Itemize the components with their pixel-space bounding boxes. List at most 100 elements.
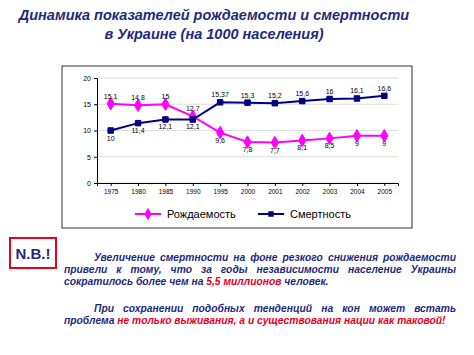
- x-tick: 2003: [323, 183, 338, 195]
- y-tick: 20: [83, 75, 97, 82]
- chart-frame: [62, 66, 412, 228]
- badge-text: N.B.!: [16, 245, 51, 262]
- y-tick-label: 0: [87, 180, 91, 187]
- y-axis-line: [94, 79, 98, 184]
- y-tick: 10: [83, 127, 97, 134]
- y-tick: 0: [87, 180, 97, 187]
- note-text: не только выживания, а и существования н…: [117, 315, 445, 326]
- x-tick-label: 1980: [131, 188, 146, 195]
- chart-svg: Динамика показателей рождаемости и смерт…: [0, 0, 474, 355]
- y-tick-label: 15: [83, 101, 91, 108]
- x-tick-mark: [357, 183, 358, 186]
- x-tick-label: 2001: [268, 188, 283, 195]
- series-marker: [217, 100, 222, 105]
- data-label: 9,6: [215, 137, 225, 144]
- x-tick: 2001: [268, 183, 283, 195]
- x-tick-label: 2005: [378, 188, 393, 195]
- data-label: 16,6: [378, 85, 392, 92]
- note-paragraph: Увеличение смертности на фоне резкого сн…: [64, 252, 456, 288]
- x-tick-mark: [111, 183, 112, 186]
- data-label: 15,37: [211, 91, 229, 98]
- series-marker: [245, 100, 250, 105]
- x-tick: 2002: [295, 183, 310, 195]
- x-tick: 2000: [241, 183, 256, 195]
- x-tick-mark: [384, 183, 385, 186]
- x-axis: 1975 1980 1985 1990 1995 2000 2001 2002 2003 2004…: [98, 183, 399, 195]
- data-label: 7,8: [243, 146, 253, 153]
- x-tick-mark: [275, 183, 276, 186]
- x-tick-label: 2004: [350, 188, 365, 195]
- x-axis-line: [98, 184, 399, 187]
- data-label: 11,4: [131, 127, 144, 134]
- note-text: человек.: [281, 276, 328, 287]
- series-marker: [108, 128, 113, 133]
- series-marker: [299, 98, 304, 103]
- x-tick: 1980: [131, 183, 146, 195]
- x-tick-mark: [248, 183, 249, 186]
- series-marker: [272, 100, 277, 105]
- series-marker: [354, 96, 359, 101]
- data-label: 16: [326, 88, 334, 95]
- grid-line: [97, 78, 398, 79]
- legend-marker: [268, 211, 273, 216]
- x-tick-label: 1975: [104, 188, 119, 195]
- x-tick-mark: [330, 183, 331, 186]
- x-tick: 1995: [213, 183, 228, 195]
- legend-marker: [144, 208, 151, 220]
- x-tick-label: 2002: [295, 188, 310, 195]
- series-line: [111, 96, 385, 131]
- x-tick-label: 2000: [241, 188, 256, 195]
- data-label: 9: [355, 140, 359, 147]
- y-tick: 5: [87, 153, 97, 160]
- data-label: 10: [107, 135, 115, 142]
- legend-label: Смертность: [290, 208, 351, 220]
- x-tick-label: 1995: [213, 188, 228, 195]
- data-label: 15: [162, 93, 170, 100]
- x-tick: 2005: [378, 183, 393, 195]
- data-label: 12,1: [159, 123, 173, 130]
- y-tick-mark: [94, 157, 97, 158]
- y-tick: 15: [83, 101, 97, 108]
- series-marker: [327, 96, 332, 101]
- series-marker: [382, 93, 387, 98]
- title-line: Динамика показателей рождаемости и смерт…: [17, 7, 410, 23]
- series-marker: [190, 117, 195, 122]
- data-label: 15,3: [241, 92, 255, 99]
- x-tick-mark: [220, 183, 221, 186]
- data-label: 12,7: [186, 105, 200, 112]
- data-label: 14,8: [131, 94, 145, 101]
- data-label: 16,1: [350, 87, 364, 94]
- x-tick-label: 1990: [186, 188, 201, 195]
- legend-label: Рождаемость: [167, 208, 236, 220]
- x-tick-label: 1985: [159, 188, 174, 195]
- x-tick: 1975: [104, 183, 119, 195]
- y-tick-label: 20: [83, 75, 91, 82]
- x-tick: 1985: [159, 183, 174, 195]
- y-tick-label: 5: [87, 153, 91, 160]
- x-tick-mark: [193, 183, 194, 186]
- x-tick-mark: [302, 183, 303, 186]
- data-label: 15,6: [295, 90, 309, 97]
- title: Динамика показателей рождаемости и смерт…: [17, 7, 410, 42]
- y-tick-mark: [94, 78, 97, 79]
- y-tick-mark: [94, 104, 97, 105]
- legend: Рождаемость Смертность: [135, 208, 351, 220]
- y-tick-mark: [94, 131, 97, 132]
- note-text: 5,5 миллионов: [206, 276, 281, 287]
- marks: [107, 93, 388, 149]
- grid-line: [97, 156, 398, 157]
- series-marker: [163, 117, 168, 122]
- data-label: 8,1: [297, 144, 307, 151]
- data-label: 8,5: [325, 142, 335, 149]
- data-label: 7,7: [270, 147, 280, 154]
- title-line: в Украине (на 1000 населения): [104, 26, 323, 42]
- y-axis: 0 5 10 15 20: [83, 75, 97, 187]
- series-marker: [135, 120, 140, 125]
- y-tick-mark: [94, 183, 97, 184]
- x-tick: 2004: [350, 183, 365, 195]
- data-labels: 15,114,81512,79,67,87,78,18,5991011,412,…: [104, 85, 391, 154]
- badge-box: [10, 238, 56, 268]
- x-tick-label: 2003: [323, 188, 338, 195]
- data-label: 15,1: [104, 93, 118, 100]
- x-tick-mark: [165, 183, 166, 186]
